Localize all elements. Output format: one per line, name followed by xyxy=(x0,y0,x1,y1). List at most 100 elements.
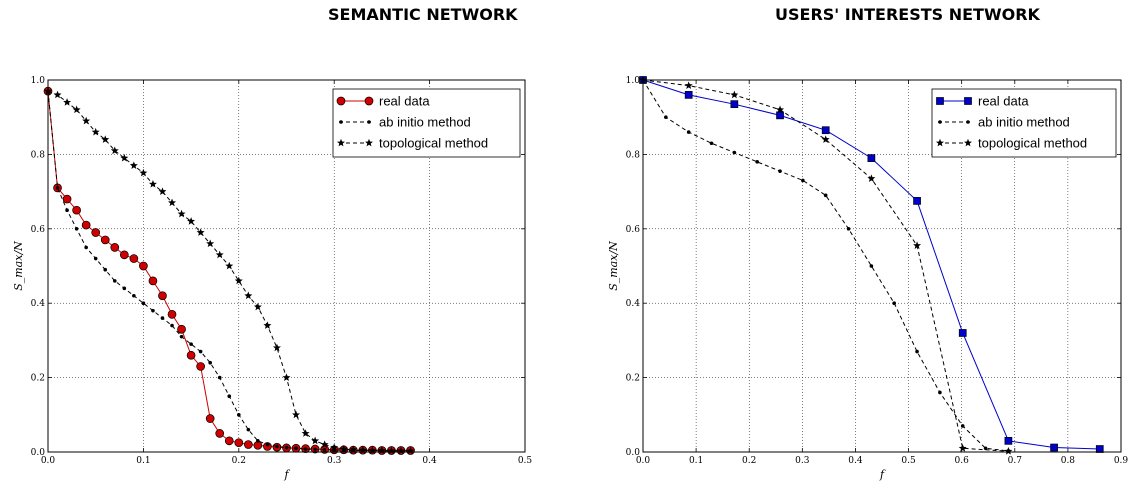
x-tick-label: 0.8 xyxy=(1061,456,1076,466)
y-tick-label: 0.2 xyxy=(626,374,640,384)
data-point xyxy=(225,261,234,270)
data-point xyxy=(217,375,222,380)
y-axis-label: S_max/N xyxy=(12,241,25,291)
data-point xyxy=(867,174,876,182)
legend-label-topological-method: topological method xyxy=(978,136,1087,151)
data-point xyxy=(1050,443,1058,452)
data-point xyxy=(869,264,874,268)
data-point xyxy=(234,438,244,448)
data-point xyxy=(730,100,739,109)
data-point xyxy=(151,308,155,313)
legend-label-topological-method: topological method xyxy=(379,136,488,151)
data-point xyxy=(313,447,317,452)
x-axis-label: f xyxy=(283,468,290,481)
data-point xyxy=(913,197,921,205)
y-tick-label: 0.6 xyxy=(626,225,641,235)
legend-marker xyxy=(936,138,944,147)
legend-marker xyxy=(364,96,374,106)
data-point xyxy=(227,394,232,399)
data-point xyxy=(958,329,967,337)
data-point xyxy=(55,186,60,190)
data-point xyxy=(406,446,415,455)
legend-marker xyxy=(337,138,345,147)
data-point xyxy=(84,245,88,250)
data-point xyxy=(206,239,215,248)
legend: real data ab initio method topological met… xyxy=(931,88,1117,158)
data-point xyxy=(237,413,241,417)
legend-marker xyxy=(339,120,343,124)
data-point xyxy=(120,153,129,162)
data-point xyxy=(387,446,396,455)
y-tick-label: 1.0 xyxy=(31,76,46,86)
y-tick-label: 0.6 xyxy=(31,225,46,235)
data-point xyxy=(177,324,186,334)
legend: real data ab initio method topological met… xyxy=(332,88,521,158)
plot-frame xyxy=(642,79,1122,453)
chart-title-semantic: SEMANTIC NETWORK xyxy=(328,5,518,24)
chart-title-users-interests: USERS' INTERESTS NETWORK xyxy=(775,5,1040,24)
data-point xyxy=(778,169,782,173)
data-point xyxy=(101,135,110,143)
data-point xyxy=(196,228,205,236)
legend-marker xyxy=(966,120,970,124)
data-point xyxy=(846,227,851,231)
data-point xyxy=(93,256,98,261)
x-tick-label: 0.3 xyxy=(795,456,810,466)
data-point xyxy=(122,286,127,291)
data-point xyxy=(256,439,260,443)
x-tick-label: 0.2 xyxy=(232,456,246,466)
data-point xyxy=(958,444,967,452)
series-topological-method xyxy=(44,86,415,455)
y-tick-label: 1.0 xyxy=(626,76,641,86)
legend-marker xyxy=(367,120,371,124)
data-point xyxy=(368,446,377,454)
data-point xyxy=(732,150,737,155)
data-point xyxy=(72,205,81,215)
x-tick-label: 0.1 xyxy=(136,456,150,466)
data-point xyxy=(686,130,691,134)
users-interests-network-chart: 0.0 0.1 0.2 0.3 0.4 0.5 0.6 0.7 0.8 0.9 0.0 0.2 0.4 0… xyxy=(607,75,1129,481)
data-point xyxy=(303,447,308,451)
data-point xyxy=(339,444,348,453)
data-point xyxy=(74,227,79,231)
data-point xyxy=(282,373,291,381)
x-tick-label: 0.6 xyxy=(955,456,970,466)
data-point xyxy=(82,116,91,125)
data-point xyxy=(1095,445,1104,453)
x-tick-label: 0.5 xyxy=(901,456,916,466)
data-point xyxy=(205,414,215,423)
legend-marker xyxy=(938,120,942,124)
data-point xyxy=(684,81,693,89)
data-point xyxy=(253,302,262,311)
data-point xyxy=(867,154,876,162)
data-point xyxy=(755,160,759,164)
data-point xyxy=(208,360,212,365)
x-axis-label: f xyxy=(879,468,886,481)
data-point xyxy=(148,276,158,286)
x-tick-label: 0.3 xyxy=(327,456,342,466)
series-ab-initio-method xyxy=(641,78,1011,453)
data-point xyxy=(301,429,310,437)
data-point xyxy=(119,250,129,260)
data-point xyxy=(960,424,965,428)
data-point xyxy=(198,349,203,354)
legend-marker xyxy=(964,138,972,147)
data-point xyxy=(91,228,101,237)
data-point xyxy=(110,243,120,252)
data-point xyxy=(168,198,177,207)
data-point xyxy=(265,442,270,447)
data-point xyxy=(322,447,327,452)
data-point xyxy=(823,193,828,198)
legend-label-real-data: real data xyxy=(978,94,1029,109)
data-point xyxy=(730,90,739,99)
data-point xyxy=(243,440,253,449)
data-point xyxy=(664,115,668,119)
legend-box xyxy=(332,88,521,158)
data-point xyxy=(776,111,784,120)
data-point xyxy=(224,436,234,446)
data-point xyxy=(821,126,830,135)
data-point xyxy=(196,362,205,371)
legend-marker xyxy=(936,97,944,105)
x-tick-label: 0.9 xyxy=(1114,456,1129,466)
